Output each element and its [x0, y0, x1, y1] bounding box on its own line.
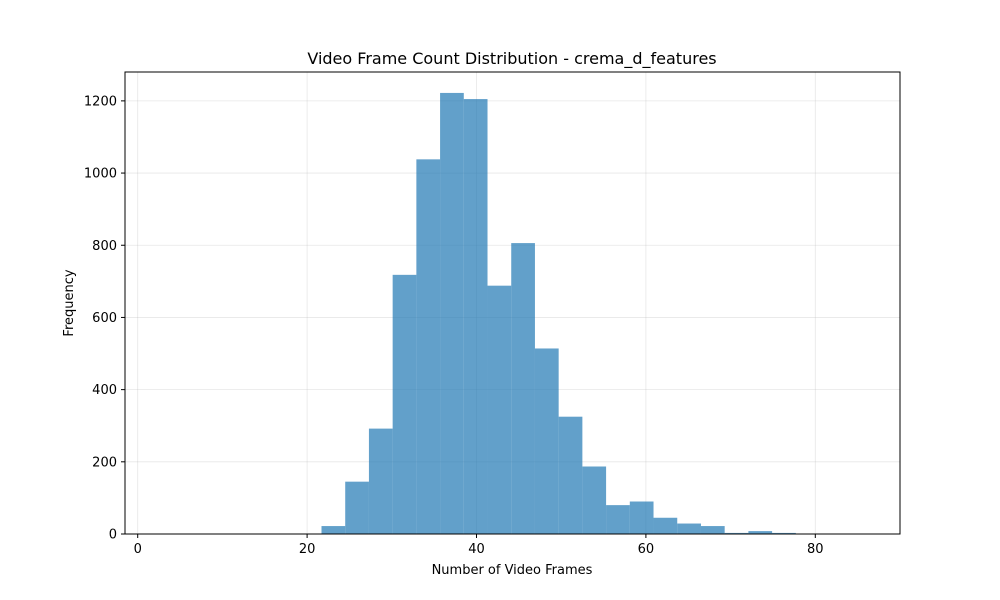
y-axis-label: Frequency: [62, 269, 77, 336]
histogram-bar: [321, 526, 346, 534]
x-tick-label: 40: [468, 542, 485, 557]
y-tick-label: 400: [92, 383, 117, 398]
chart-title: Video Frame Count Distribution - crema_d…: [307, 49, 716, 69]
bars-layer: [321, 92, 867, 535]
histogram-bar: [606, 505, 630, 534]
histogram-bar: [724, 532, 749, 534]
histogram-bar: [368, 428, 393, 534]
y-tick-label: 800: [92, 239, 117, 254]
histogram-bar: [582, 466, 607, 534]
histogram-bar: [748, 531, 773, 534]
x-tick-label: 20: [299, 542, 316, 557]
x-axis-label: Number of Video Frames: [432, 563, 593, 578]
histogram-bar: [416, 159, 441, 535]
y-tick-label: 0: [109, 528, 117, 543]
x-tick-label: 80: [807, 542, 824, 557]
histogram-bar: [511, 243, 535, 534]
histogram-bar: [677, 523, 701, 534]
y-tick-label: 600: [92, 311, 117, 326]
histogram-bar: [772, 532, 796, 534]
histogram-bar: [653, 517, 678, 534]
histogram-bar: [463, 99, 488, 534]
y-tick-label: 1000: [84, 167, 117, 182]
histogram-bar: [700, 526, 725, 534]
histogram-bar: [558, 416, 583, 534]
histogram-bar: [629, 501, 654, 534]
histogram-bar: [345, 481, 369, 534]
x-axis-ticks: 0 20 40 60 80: [134, 534, 824, 557]
histogram-bar: [440, 92, 464, 534]
histogram-bar: [487, 285, 512, 534]
x-tick-label: 60: [638, 542, 655, 557]
plot-area-frame: [124, 71, 901, 535]
histogram-bar: [392, 274, 417, 534]
y-axis-ticks: 0 200 400 600 800 1000 1200: [84, 94, 125, 543]
histogram-bar: [534, 348, 559, 534]
y-tick-label: 1200: [84, 94, 117, 109]
x-tick-label: 0: [134, 542, 142, 557]
y-tick-label: 200: [92, 455, 117, 470]
